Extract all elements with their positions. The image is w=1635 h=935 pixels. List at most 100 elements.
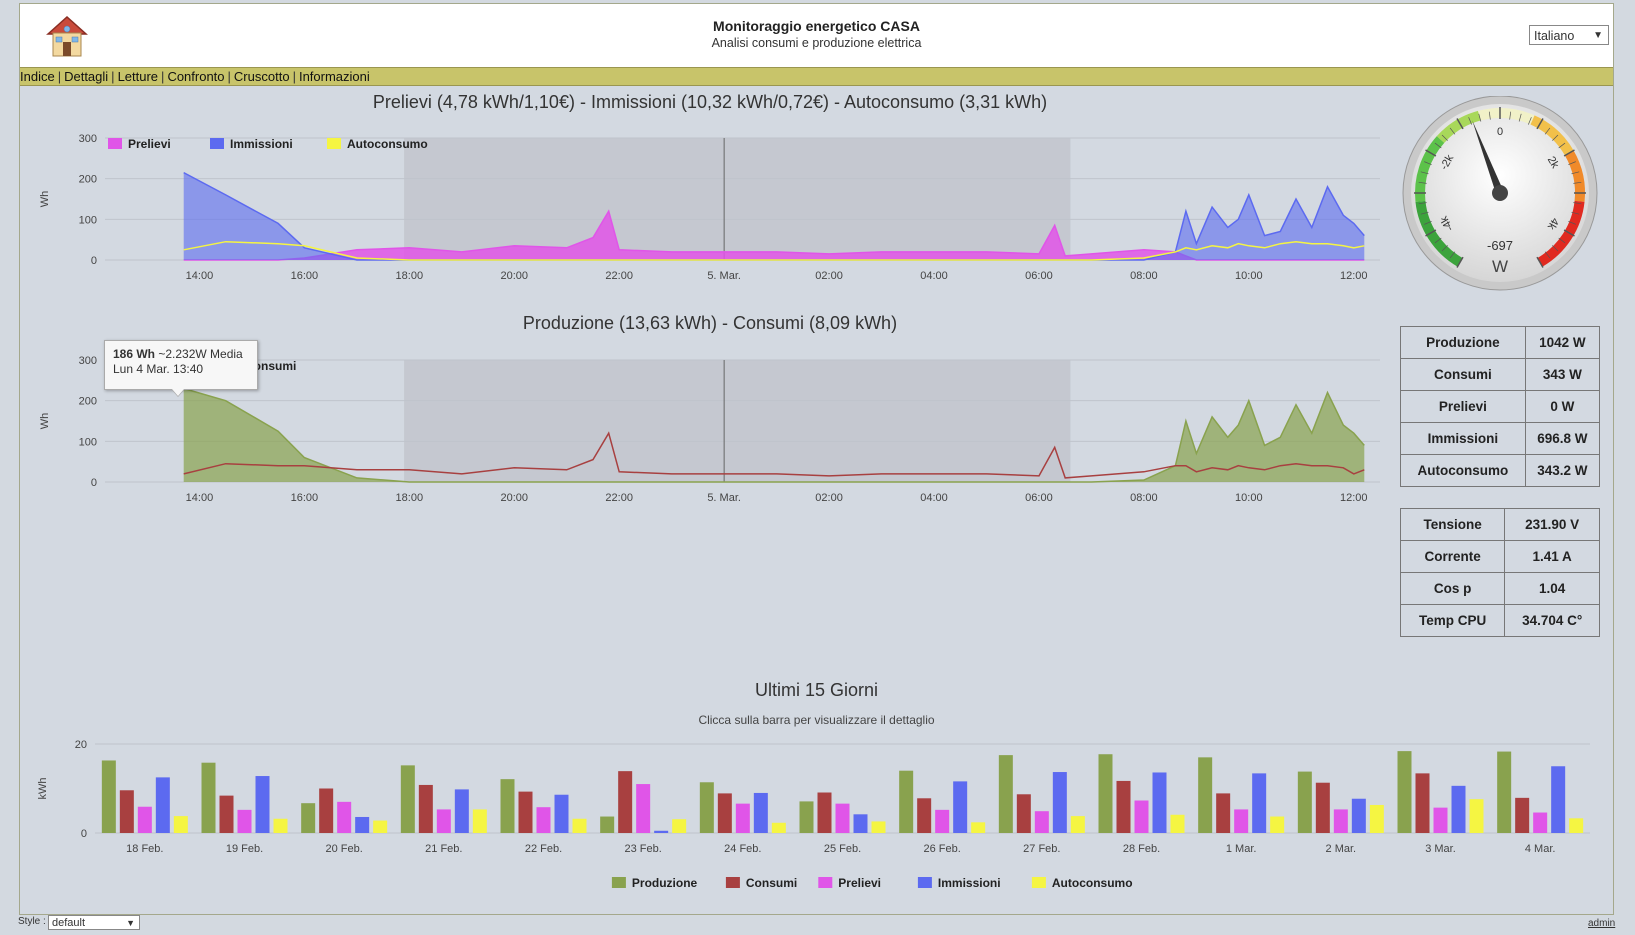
bar-consumi	[817, 792, 832, 833]
x-tick-label: 22:00	[605, 270, 633, 282]
bar-autoconsumo	[1469, 799, 1484, 833]
gauge-tick	[1573, 202, 1582, 205]
nav-item-indice[interactable]: Indice	[20, 69, 55, 84]
bar-immissioni	[853, 814, 868, 833]
chart-tooltip: 186 Wh ~2.232W Media Lun 4 Mar. 13:40	[104, 340, 258, 397]
nav-separator: |	[227, 69, 231, 84]
bar-prelievi	[835, 803, 850, 833]
bar-consumi	[219, 795, 234, 833]
bar-immissioni	[255, 776, 270, 833]
language-select[interactable]: Italiano ▼	[1529, 25, 1609, 45]
y-axis-label: Wh	[39, 413, 51, 430]
power-value: 343.2 W	[1524, 454, 1601, 487]
gauge-tick	[1468, 117, 1473, 125]
bar-autoconsumo	[1270, 816, 1285, 833]
power-value: 343 W	[1524, 358, 1601, 391]
power-row: Produzione 1042 W	[1400, 326, 1601, 359]
y-tick-label: 100	[79, 436, 97, 448]
x-tick-label: 02:00	[815, 270, 843, 282]
bar-consumi	[319, 788, 334, 833]
gauge-needle	[1472, 120, 1504, 195]
chart2-production-chart[interactable]: 0 100 200 300 Wh 14:00 16:00 18:00 20:00 22:00 5. …	[20, 342, 1400, 517]
tooltip-detail: ~2.232W Media	[155, 347, 243, 361]
nav-separator: |	[57, 69, 62, 84]
electric-row: Corrente 1.41 A	[1399, 540, 1600, 573]
legend-swatch-autoconsumo	[327, 138, 341, 149]
x-tick-label: 04:00	[920, 492, 948, 504]
bar-produzione	[301, 803, 316, 833]
y-tick-label: 300	[79, 355, 97, 367]
x-tick-label: 18:00	[396, 270, 424, 282]
bar-immissioni	[654, 830, 669, 833]
gauge-tick	[1456, 256, 1464, 268]
legend-label-prelievi: Prelievi	[128, 137, 171, 151]
bar-prelievi	[337, 801, 352, 833]
x-tick-label: 10:00	[1235, 492, 1263, 504]
house-icon[interactable]	[44, 14, 90, 58]
bar-autoconsumo	[672, 819, 687, 833]
bar-immissioni	[1052, 772, 1067, 833]
nav-item-dettagli[interactable]: Dettagli	[64, 69, 109, 84]
gauge-tick	[1536, 256, 1544, 268]
nav-item-confronto[interactable]: Confronto	[167, 69, 225, 84]
bar-consumi	[717, 793, 732, 833]
x-tick-label: 5. Mar.	[707, 270, 741, 282]
bar-produzione	[1397, 751, 1412, 833]
gauge-tick	[1418, 202, 1427, 205]
main-nav: Indice | Dettagli | Letture | Confronto | Crusco…	[20, 67, 1613, 86]
bar-consumi	[618, 771, 633, 833]
gauge-tick	[1425, 149, 1437, 157]
electric-value: 1.41 A	[1504, 540, 1600, 573]
bar-immissioni	[1252, 773, 1267, 833]
bar-consumi	[1016, 794, 1031, 833]
x-tick-label: 18:00	[396, 492, 424, 504]
chevron-down-icon: ▼	[126, 918, 135, 928]
legend-label-prelievi: Prelievi	[838, 876, 881, 890]
bar-consumi	[917, 798, 932, 833]
legend-swatch-prelievi	[818, 877, 833, 888]
bar-autoconsumo	[1569, 818, 1584, 833]
legend-swatch-produzione	[611, 877, 626, 888]
gauge-tick	[1418, 181, 1427, 184]
gauge-tick	[1420, 211, 1429, 215]
x-tick-label: 19 Feb.	[226, 843, 263, 855]
legend-swatch-consumi	[725, 877, 740, 888]
y-tick-label: 0	[81, 828, 87, 840]
style-select[interactable]: default ▼	[48, 915, 140, 930]
nav-item-cruscotto[interactable]: Cruscotto	[233, 69, 290, 84]
y-tick-label: 200	[79, 396, 97, 408]
x-tick-label: 21 Feb.	[425, 843, 462, 855]
electric-label: Temp CPU	[1399, 604, 1506, 637]
series-area-produzione	[183, 388, 1365, 482]
bar-consumi	[418, 784, 433, 833]
bar-consumi	[1116, 780, 1131, 833]
x-tick-label: 10:00	[1235, 270, 1263, 282]
bar-prelievi	[735, 803, 750, 833]
power-value: 696.8 W	[1524, 422, 1601, 455]
power-value: 0 W	[1524, 390, 1601, 423]
bar-produzione	[799, 801, 814, 833]
bar-consumi	[1515, 797, 1530, 833]
y-tick-label: 300	[79, 133, 97, 145]
x-tick-label: 16:00	[291, 270, 319, 282]
page-subtitle: Analisi consumi e produzione elettrica	[711, 36, 922, 50]
power-label: Prelievi	[1400, 390, 1526, 423]
nav-item-informazioni[interactable]: Informazioni	[298, 69, 370, 84]
legend-swatch-autoconsumo	[1031, 877, 1046, 888]
x-tick-label: 3 Mar.	[1425, 843, 1456, 855]
x-tick-label: 14:00	[186, 492, 214, 504]
x-tick-label: 25 Feb.	[824, 843, 861, 855]
bar-autoconsumo	[572, 818, 587, 833]
header	[20, 4, 1613, 67]
gauge-band	[1537, 200, 1585, 267]
x-tick-label: 08:00	[1130, 270, 1158, 282]
chevron-down-icon: ▼	[1593, 30, 1603, 41]
x-tick-label: 28 Feb.	[1123, 843, 1160, 855]
x-tick-label: 1 Mar.	[1226, 843, 1257, 855]
nav-item-letture[interactable]: Letture	[117, 69, 159, 84]
admin-link[interactable]: admin	[1588, 918, 1616, 929]
page-title: Monitoraggio energetico CASA	[713, 18, 920, 34]
chart1-grid-chart[interactable]: 0 100 200 300 Wh 14:00 16:00 18:00 20:00 22:00 5. …	[20, 120, 1400, 295]
chart3-daily-bar-chart[interactable]: 0 20 kWh 18 Feb. 19 Feb. 20 Feb. 21 Feb. 22 Feb…	[20, 730, 1613, 900]
